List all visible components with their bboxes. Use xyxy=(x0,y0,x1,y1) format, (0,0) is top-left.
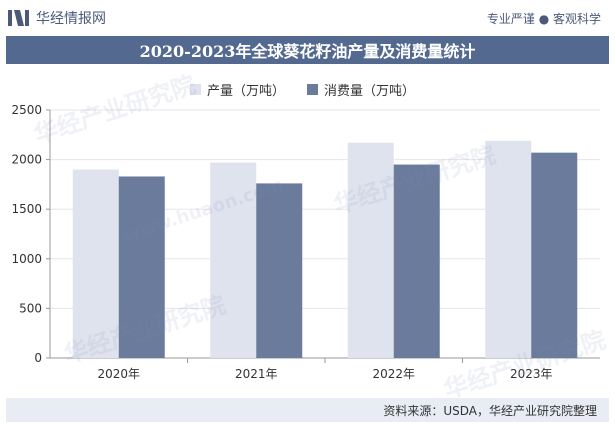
legend-swatch-production xyxy=(190,84,201,95)
bar-consumption xyxy=(118,176,165,358)
bar-consumption xyxy=(393,164,440,358)
brand-name: 华经情报网 xyxy=(36,11,106,27)
chart-title: 2020-2023年全球葵花籽油产量及消费量统计 xyxy=(6,36,609,64)
brand-logo-icon xyxy=(8,10,29,26)
bar-production xyxy=(210,162,257,358)
source-note: 资料来源：USDA，华经产业研究院整理 xyxy=(6,398,609,422)
x-tick-label: 2020年 xyxy=(97,367,140,381)
y-tick-label: 1500 xyxy=(11,202,42,216)
y-tick-label: 1000 xyxy=(11,252,42,266)
brand: 华经情报网 xyxy=(8,8,106,28)
source-text: 资料来源：USDA，华经产业研究院整理 xyxy=(383,403,597,418)
legend-label-consumption: 消费量（万吨） xyxy=(324,84,416,99)
legend-swatch-consumption xyxy=(307,84,319,95)
bar-consumption xyxy=(256,183,303,358)
y-tick-label: 0 xyxy=(34,351,42,365)
bar-production xyxy=(347,142,394,358)
top-bar: 华经情报网 专业严谨 ● 客观科学 xyxy=(0,0,615,34)
chart-legend: 产量（万吨） 消费量（万吨） xyxy=(190,80,437,99)
y-tick-label: 2000 xyxy=(11,153,42,167)
bar-production xyxy=(485,140,532,358)
y-tick-label: 2500 xyxy=(11,103,42,117)
legend-label-production: 产量（万吨） xyxy=(207,84,286,99)
bar-production xyxy=(72,169,119,358)
x-tick-label: 2022年 xyxy=(372,367,415,381)
bar-consumption xyxy=(531,152,578,358)
legend-item-consumption: 消费量（万吨） xyxy=(307,80,415,99)
x-tick-label: 2023年 xyxy=(510,367,553,381)
legend-item-production: 产量（万吨） xyxy=(190,80,285,99)
bar-chart: 0 500 1000 1500 2000 2500 2020年 2021年 2022年 2023年 xyxy=(11,103,600,381)
y-tick-label: 500 xyxy=(19,301,42,315)
tagline: 专业严谨 ● 客观科学 xyxy=(486,12,601,26)
x-tick-label: 2021年 xyxy=(235,367,278,381)
